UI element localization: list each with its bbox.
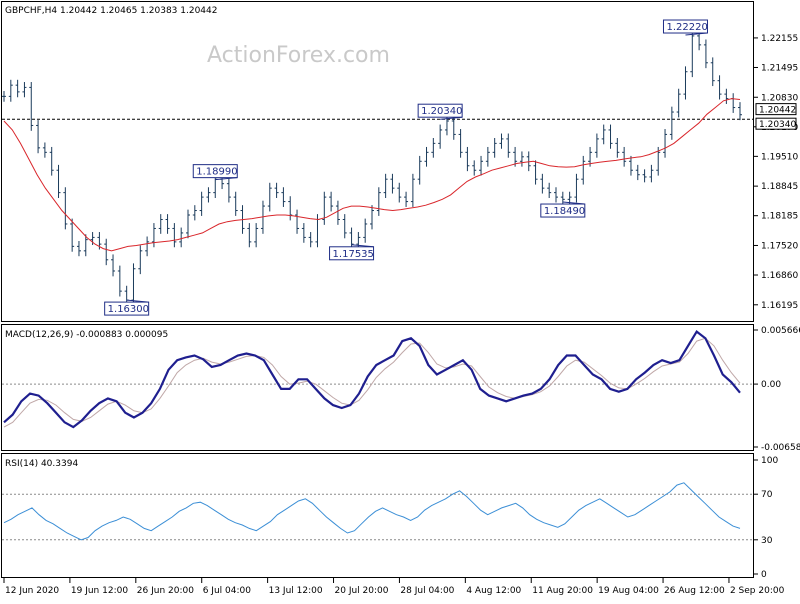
rsi-tick-label: 100	[761, 456, 778, 466]
swing-label-box	[104, 301, 150, 316]
swing-label-1.20340: 1.20340	[421, 106, 462, 117]
macd-tick-label: 0.005666	[761, 326, 800, 336]
swing-label-connector	[440, 116, 463, 120]
swing-label-connector	[685, 32, 708, 36]
time-tick-label: 26 Jun 20:00	[137, 586, 194, 596]
time-tick-label: 13 Jul 12:00	[269, 586, 323, 596]
rsi-line	[3, 482, 741, 541]
macd-line	[3, 329, 741, 429]
macd-tick-label: -0.006589	[761, 443, 800, 453]
rsi-pane-title: RSI(14) 40.3394	[5, 459, 78, 469]
macd-pane	[1, 324, 754, 451]
swing-label-1.17535: 1.17535	[333, 249, 374, 260]
price-tag-box	[755, 117, 797, 130]
price-tick-label: 1.16860	[761, 271, 798, 281]
rsi-tick-label: 30	[761, 536, 773, 546]
watermark: ActionForex.com	[207, 43, 390, 68]
time-tick-label: 28 Jul 04:00	[400, 586, 454, 596]
price-tag-label: 1.20340	[759, 120, 796, 130]
price-tick-label: 1.18185	[761, 212, 798, 222]
price-tag-group: 1.20442 1.20340	[755, 103, 797, 130]
price-tick-label: 1.20830	[761, 93, 798, 103]
swing-label-box	[662, 19, 708, 34]
time-tick-label: 6 Jul 04:00	[203, 586, 252, 596]
swing-label-box	[417, 103, 463, 118]
swing-label-1.18990: 1.18990	[196, 167, 237, 178]
price-tick-label: 1.16195	[761, 301, 798, 311]
rsi-pane	[1, 453, 754, 578]
swing-label-connector	[215, 177, 238, 181]
time-axis: 12 Jun 2020 19 Jun 12:00 26 Jun 20:00 6 Jul…	[3, 578, 785, 596]
time-tick-label: 11 Aug 20:00	[532, 586, 593, 596]
time-tick-label: 4 Aug 12:00	[466, 586, 521, 596]
time-tick-label: 19 Jun 12:00	[71, 586, 128, 596]
swing-label-1.16300: 1.16300	[108, 304, 149, 315]
swing-label-box	[540, 203, 586, 218]
price-tick-label: 1.18845	[761, 182, 798, 192]
price-axis: 1.221551.214951.208301.201701.195101.188…	[753, 34, 798, 311]
swing-label-box	[192, 164, 238, 179]
time-tick-label: 12 Jun 2020	[5, 586, 59, 596]
swing-label-box	[329, 246, 375, 261]
price-pane	[1, 1, 754, 322]
price-annotation-group: 1.22220 1.20340 1.18990 1.18490 1.17535 1.163…	[104, 19, 708, 316]
macd-signal-line	[3, 337, 741, 428]
price-tick-label: 1.21495	[761, 63, 798, 73]
rsi-tick-label: 70	[761, 490, 773, 500]
price-tick-label: 1.19510	[761, 152, 798, 162]
rsi-axis: 100 70 30 0	[2, 456, 778, 580]
time-tick-label: 19 Aug 04:00	[598, 586, 659, 596]
rsi-tick-label: 0	[761, 570, 767, 580]
swing-label-1.18490: 1.18490	[544, 206, 585, 217]
moving-average-line	[3, 98, 741, 252]
swing-label-1.22220: 1.22220	[666, 22, 707, 33]
rsi-series-group	[3, 482, 741, 541]
macd-series-group	[3, 329, 741, 429]
swing-label-connector	[562, 201, 585, 205]
time-tick-label: 26 Aug 12:00	[664, 586, 725, 596]
macd-axis: 0.005666 0.00 -0.006589	[2, 326, 800, 453]
price-tag-label: 1.20442	[759, 106, 796, 116]
price-tag-box	[755, 103, 797, 116]
price-series-group	[2, 30, 742, 306]
macd-tick-label: 0.00	[761, 380, 781, 390]
swing-label-connector	[351, 244, 374, 248]
macd-pane-title: MACD(12,26,9) -0.000883 0.000095	[5, 330, 168, 340]
price-tick-label: 1.17520	[761, 241, 798, 251]
price-tick-label: 1.22155	[761, 34, 798, 44]
time-tick-label: 2 Sep 20:00	[730, 586, 785, 596]
time-tick-label: 20 Jul 20:00	[335, 586, 389, 596]
price-pane-title: GBPCHF,H4 1.20442 1.20465 1.20383 1.2044…	[5, 6, 217, 16]
swing-label-connector	[126, 299, 149, 303]
